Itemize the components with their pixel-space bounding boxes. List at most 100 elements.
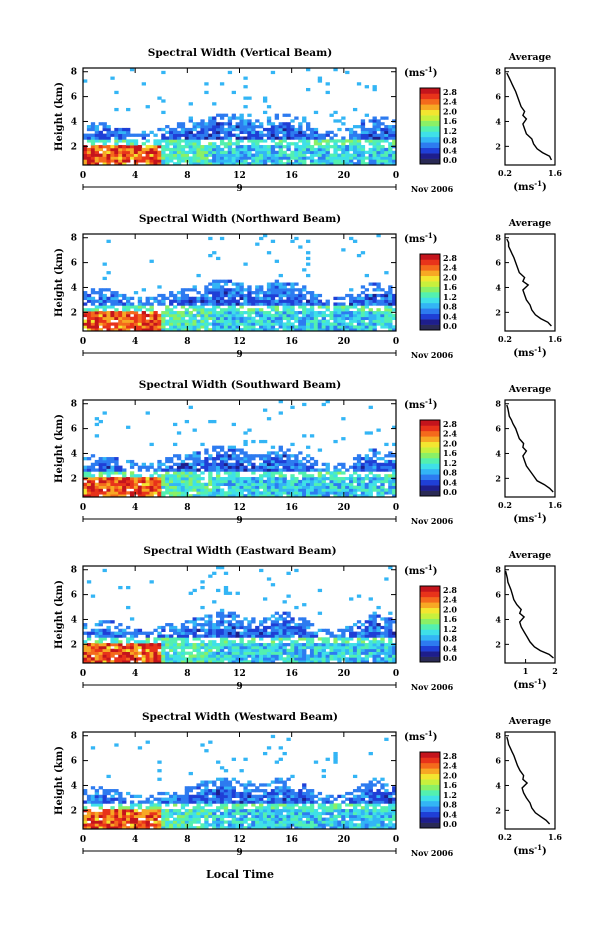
heatmap-cell bbox=[372, 617, 377, 621]
heatmap-cell bbox=[294, 313, 299, 318]
heatmap-cell bbox=[360, 159, 366, 163]
heatmap-cell bbox=[266, 454, 272, 458]
heatmap-cell bbox=[321, 477, 326, 481]
heatmap-cell bbox=[290, 442, 295, 447]
heatmap-cell bbox=[114, 479, 119, 484]
heatmap-cell bbox=[110, 817, 115, 821]
heatmap-cell bbox=[90, 322, 96, 326]
heatmap-cell bbox=[106, 620, 111, 624]
heatmap-cell bbox=[118, 643, 123, 647]
heatmap-cell bbox=[282, 308, 287, 312]
heatmap-cell bbox=[266, 417, 272, 421]
heatmap-cell bbox=[239, 820, 244, 824]
heatmap-cell bbox=[372, 136, 377, 140]
heatmap-cell bbox=[278, 288, 283, 292]
heatmap-cell bbox=[118, 654, 123, 658]
heatmap-cell bbox=[118, 136, 123, 140]
heatmap-cell bbox=[196, 811, 201, 816]
heatmap-cell bbox=[94, 494, 100, 498]
heatmap-cell bbox=[388, 631, 393, 635]
heatmap-cell bbox=[333, 643, 338, 647]
heatmap-cell bbox=[298, 451, 303, 455]
heatmap-cell bbox=[368, 623, 373, 627]
heatmap-cell bbox=[247, 428, 252, 432]
heatmap-cell bbox=[266, 156, 272, 160]
x-tick-label: 12 bbox=[233, 171, 246, 181]
heatmap-cell bbox=[360, 311, 366, 315]
heatmap-cell bbox=[388, 657, 393, 661]
heatmap-cell bbox=[149, 654, 154, 658]
heatmap-cell bbox=[98, 623, 103, 627]
heatmap-cell bbox=[216, 130, 221, 135]
heatmap-cell bbox=[278, 654, 283, 658]
heatmap-cell bbox=[98, 322, 103, 326]
heatmap-cell bbox=[372, 628, 377, 633]
heatmap-cell bbox=[243, 262, 248, 266]
heatmap-cell bbox=[223, 797, 229, 801]
heatmap-cell bbox=[98, 459, 103, 464]
heatmap-cell bbox=[255, 285, 260, 289]
heatmap-cell bbox=[270, 800, 276, 804]
heatmap-cell bbox=[352, 660, 358, 664]
heatmap-cell bbox=[157, 474, 162, 478]
heatmap-cell bbox=[188, 454, 193, 458]
heatmap-cell bbox=[239, 125, 244, 129]
heatmap-cell bbox=[227, 302, 233, 306]
heatmap-cell bbox=[219, 302, 225, 306]
heatmap-cell bbox=[313, 142, 319, 146]
heatmap-cell bbox=[274, 116, 280, 120]
heatmap-cell bbox=[294, 293, 299, 298]
heatmap-cell bbox=[157, 800, 162, 804]
heatmap-cell bbox=[208, 419, 213, 424]
heatmap-cell bbox=[208, 651, 213, 655]
heatmap-cell bbox=[392, 474, 397, 478]
heatmap-cell bbox=[114, 651, 119, 655]
heatmap-cell bbox=[212, 125, 217, 129]
heatmap-cell bbox=[356, 142, 362, 146]
heatmap-cell bbox=[141, 811, 146, 816]
heatmap-cell bbox=[126, 645, 131, 650]
heatmap-cell bbox=[223, 153, 229, 157]
heatmap-cell bbox=[208, 328, 213, 332]
heatmap-cell bbox=[176, 162, 182, 166]
heatmap-cell bbox=[364, 620, 370, 624]
heatmap-cell bbox=[172, 488, 178, 492]
heatmap-cell bbox=[380, 127, 385, 132]
heatmap-cell bbox=[251, 316, 256, 320]
heatmap-cell bbox=[126, 153, 131, 157]
heatmap-cell bbox=[137, 313, 143, 318]
heatmap-cell bbox=[212, 811, 217, 816]
heatmap-cell bbox=[94, 485, 100, 489]
heatmap-cell bbox=[102, 325, 107, 329]
heatmap-cell bbox=[188, 102, 193, 106]
heatmap-cell bbox=[118, 302, 123, 306]
heatmap-cell bbox=[243, 482, 248, 486]
heatmap-cell bbox=[309, 311, 315, 315]
heatmap-cell bbox=[384, 153, 389, 157]
heatmap-cell bbox=[376, 605, 381, 610]
heatmap-cell bbox=[165, 305, 170, 309]
heatmap-cell bbox=[282, 285, 287, 289]
heatmap-cell bbox=[270, 130, 276, 135]
heatmap-cell bbox=[352, 643, 358, 647]
heatmap-cell bbox=[251, 783, 256, 787]
heatmap-cell bbox=[145, 156, 150, 160]
heatmap-cell bbox=[337, 119, 342, 123]
heatmap-cell bbox=[372, 125, 377, 129]
heatmap-cell bbox=[118, 651, 123, 655]
heatmap-cell bbox=[239, 147, 244, 152]
heatmap-cell bbox=[216, 319, 221, 323]
heatmap-cell bbox=[298, 485, 303, 489]
heatmap-cell bbox=[384, 325, 389, 329]
heatmap-cell bbox=[223, 783, 229, 787]
x-tick-label: 16 bbox=[285, 669, 298, 679]
heatmap-cell bbox=[372, 660, 377, 664]
heatmap-cell bbox=[243, 797, 248, 801]
heatmap-cell bbox=[98, 313, 103, 318]
heatmap-cell bbox=[278, 628, 283, 633]
heatmap-cell bbox=[133, 820, 139, 824]
heatmap-cell bbox=[372, 116, 377, 120]
heatmap-cell bbox=[259, 485, 264, 489]
heatmap-cell bbox=[372, 299, 377, 303]
heatmap-cell bbox=[204, 150, 209, 154]
